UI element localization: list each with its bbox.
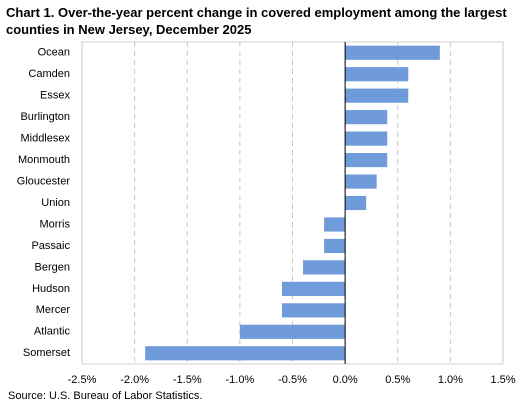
x-tick-label: 0.5%	[385, 374, 410, 386]
x-tick-label: -1.0%	[226, 374, 255, 386]
y-tick-label: Morris	[39, 218, 70, 230]
y-tick-label: Hudson	[32, 283, 70, 295]
bar	[345, 67, 409, 82]
x-tick-label: 0.0%	[333, 374, 358, 386]
x-tick-label: -2.5%	[68, 374, 97, 386]
bar	[324, 217, 346, 232]
y-tick-label: Gloucester	[17, 175, 71, 187]
chart-title: Chart 1. Over-the-year percent change in…	[6, 5, 507, 37]
y-tick-label: Monmouth	[18, 154, 70, 166]
y-tick-label: Camden	[28, 68, 70, 80]
y-tick-label: Bergen	[35, 261, 70, 273]
x-tick-label: -1.5%	[173, 374, 202, 386]
bar	[345, 110, 388, 125]
bar	[281, 281, 346, 296]
bar	[345, 195, 367, 211]
bar	[303, 260, 346, 275]
bar	[345, 45, 440, 60]
bar	[345, 88, 409, 103]
bar	[324, 238, 346, 254]
bar	[345, 152, 388, 168]
y-tick-label: Atlantic	[34, 326, 71, 338]
x-tick-label: -0.5%	[278, 374, 307, 386]
y-tick-label: Passaic	[31, 240, 70, 252]
bar	[281, 303, 346, 318]
bar	[345, 131, 388, 146]
bar	[345, 174, 377, 189]
y-tick-label: Mercer	[36, 304, 71, 316]
x-tick-label: 1.5%	[490, 374, 515, 386]
y-tick-label: Ocean	[38, 47, 70, 59]
y-tick-label: Middlesex	[20, 133, 70, 145]
y-tick-label: Somerset	[23, 347, 70, 359]
x-tick-label: -2.0%	[120, 374, 149, 386]
source-note: Source: U.S. Bureau of Labor Statistics.	[8, 390, 202, 402]
y-tick-label: Union	[41, 197, 70, 209]
bar	[239, 324, 346, 339]
y-tick-label: Essex	[40, 90, 70, 102]
x-tick-label: 1.0%	[438, 374, 463, 386]
y-tick-label: Burlington	[20, 111, 70, 123]
bar	[145, 346, 346, 361]
